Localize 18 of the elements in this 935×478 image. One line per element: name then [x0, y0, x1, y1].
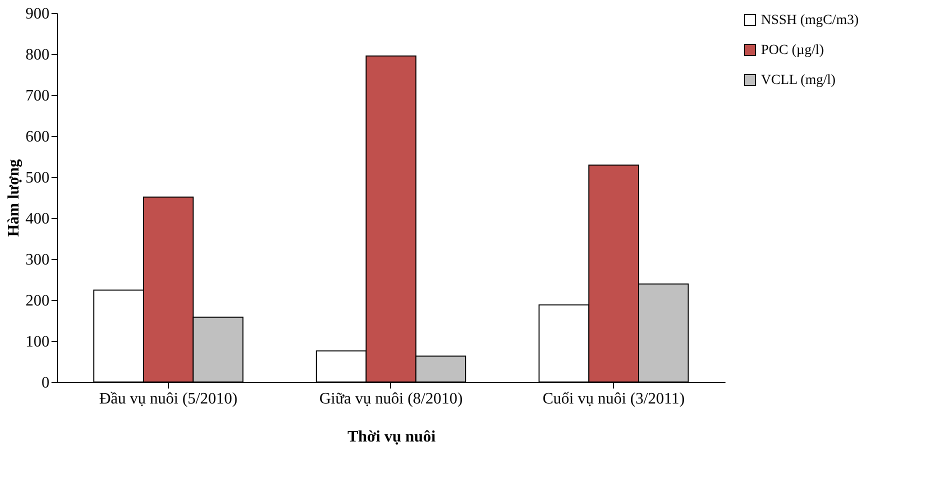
y-tick-label: 0	[42, 374, 50, 392]
legend-label: POC (µg/l)	[761, 43, 824, 58]
y-tick-label: 900	[26, 6, 50, 22]
legend-label: VCLL (mg/l)	[761, 73, 836, 88]
y-tick-label: 400	[26, 210, 50, 228]
y-tick-label: 600	[26, 128, 50, 146]
y-tick-label: 500	[26, 170, 50, 186]
y-tick-label: 700	[26, 88, 50, 104]
y-tick-label: 100	[26, 334, 50, 350]
y-tick-label: 300	[26, 252, 50, 268]
x-tick-label: Đầu vụ nuôi (5/2010)	[99, 390, 238, 408]
y-tick-label: 200	[26, 292, 50, 310]
legend-label: NSSH (mgC/m3)	[761, 13, 859, 28]
x-axis-title: Thời vụ nuôi	[347, 428, 436, 446]
y-axis-title: Hàm lượng	[6, 159, 22, 237]
x-tick-label: Giữa vụ nuôi (8/2010)	[319, 390, 463, 408]
x-tick-label: Cuối vụ nuôi (3/2011)	[542, 390, 685, 408]
y-tick-label: 800	[26, 46, 50, 64]
